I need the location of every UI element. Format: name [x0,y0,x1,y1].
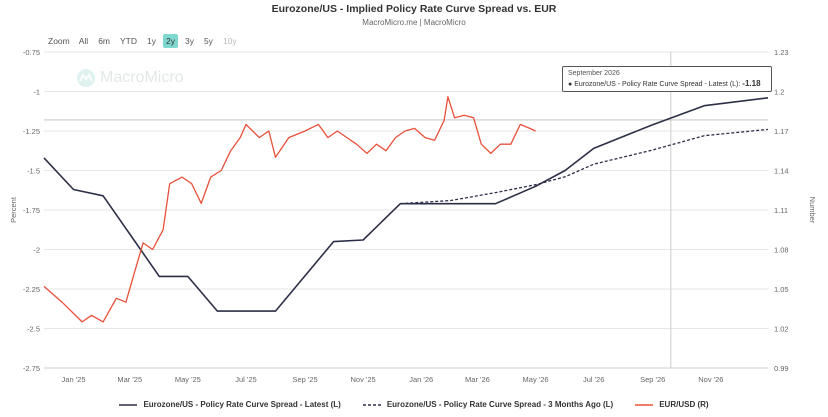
legend-label-latest: Eurozone/US - Policy Rate Curve Spread -… [143,400,341,409]
zoom-1y-button[interactable]: 1y [147,36,156,46]
tooltip-date: September 2026 [568,70,620,77]
left-tick-label: -0.75 [23,48,40,57]
right-tick-label: 1.08 [774,246,789,255]
chart-title: Eurozone/US - Implied Policy Rate Curve … [271,3,557,15]
left-tick-label: -1 [33,88,40,97]
series-line-eurusd [43,96,536,323]
legend-dashed-line-icon [362,403,381,406]
right-tick-label: 1.14 [774,167,789,176]
zoom-all-button[interactable]: All [78,36,89,46]
zoom-label: Zoom [48,36,70,46]
left-tick-label: -2.5 [27,325,40,334]
right-axis-title: Number [808,197,817,224]
right-tick-label: 1.11 [774,206,788,215]
zoom-5y-button[interactable]: 5y [203,36,213,46]
zoom-2y-button[interactable]: 2y [162,34,178,48]
series-line-3-months-ago [400,128,769,205]
tooltip-value: -1.18 [742,79,761,88]
macromicro-logo-icon [77,69,95,87]
watermark-text: MacroMicro [100,69,184,86]
legend: Eurozone/US - Policy Rate Curve Spread -… [0,400,828,409]
x-tick-label: Mar '25 [117,375,142,384]
right-tick-label: 1.17 [774,127,789,136]
legend-item-3-months-ago[interactable]: Eurozone/US - Policy Rate Curve Spread -… [362,400,614,409]
watermark: MacroMicro [76,68,184,88]
x-tick-label: Mar '26 [465,375,490,384]
right-tick-label: 1.02 [774,325,789,334]
right-tick-label: 1.2 [774,88,784,97]
zoom-3y-button[interactable]: 3y [184,36,194,46]
series-group [43,96,769,323]
x-axis-ticks: Jan '25 Mar '25 May '25 Jul '25 Sep '25 Nov '… [62,375,724,384]
right-tick-label: 1.23 [774,48,789,57]
left-axis-title: Percent [9,196,18,223]
tooltip-series: Eurozone/US - Policy Rate Curve Spread -… [574,81,741,88]
right-axis-ticks: 1.23 1.2 1.17 1.14 1.11 1.08 1.05 1.02 0.99 [774,48,789,373]
legend-item-eurusd[interactable]: EUR/USD (R) [635,400,709,409]
zoom-bar: Zoom All 6m YTD 1y 2y 3y 5y 10y [48,34,244,48]
left-tick-label: -1.75 [23,206,40,215]
grid-lines [44,51,768,369]
x-tick-label: Jul '25 [235,375,256,384]
legend-item-latest[interactable]: Eurozone/US - Policy Rate Curve Spread -… [119,400,341,409]
x-tick-label: Nov '25 [351,375,376,384]
zoom-10y-button: 10y [222,36,237,46]
zoom-ytd-button[interactable]: YTD [120,36,137,46]
x-tick-label: Sep '26 [640,375,665,384]
legend-solid-line-icon [119,403,138,406]
left-tick-label: -2 [33,246,40,255]
left-tick-label: -2.75 [23,364,40,373]
zoom-6m-button[interactable]: 6m [98,36,110,46]
x-tick-label: May '25 [175,375,201,384]
left-tick-label: -2.25 [23,285,40,294]
series-line-latest [43,97,769,312]
legend-red-line-icon [635,403,654,406]
left-tick-label: -1.25 [23,127,40,136]
x-tick-label: Nov '26 [698,375,723,384]
x-tick-label: Jan '26 [409,375,433,384]
x-tick-label: Sep '25 [292,375,317,384]
tooltip: September 2026 ● Eurozone/US - Policy Ra… [562,66,772,92]
x-tick-label: May '26 [523,375,549,384]
right-tick-label: 0.99 [774,364,789,373]
legend-label-eurusd: EUR/USD (R) [659,400,709,409]
left-tick-label: -1.5 [27,167,40,176]
x-tick-label: Jul '26 [583,375,604,384]
tooltip-line: ● Eurozone/US - Policy Rate Curve Spread… [568,79,761,88]
legend-label-3-months-ago: Eurozone/US - Policy Rate Curve Spread -… [386,400,614,409]
right-tick-label: 1.05 [774,285,789,294]
chart-subtitle: MacroMicro.me | MacroMicro [362,18,466,27]
left-axis-ticks: -0.75 -1 -1.25 -1.5 -1.75 -2 -2.25 -2.5 -2.75 [23,48,40,373]
x-tick-label: Jan '25 [62,375,86,384]
